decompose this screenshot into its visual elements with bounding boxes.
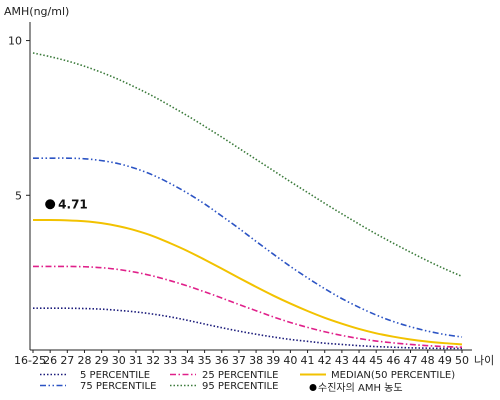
- x-tick-label: 44: [352, 354, 366, 367]
- series-line-median-50-percentile: [32, 219, 463, 346]
- x-tick-label: 31: [129, 354, 143, 367]
- legend-item: 5 PERCENTILE: [40, 370, 150, 381]
- x-tick-label: 36: [215, 354, 229, 367]
- x-tick-label: 28: [77, 354, 91, 367]
- x-tick-label: 46: [386, 354, 400, 367]
- x-tick-label: 47: [404, 354, 418, 367]
- x-tick-label: 43: [335, 354, 349, 367]
- x-tick-label: 29: [95, 354, 109, 367]
- y-tick-label: 10: [8, 35, 22, 48]
- legend-item: MEDIAN(50 PERCENTILE): [300, 370, 455, 381]
- legend-label: 95 PERCENTILE: [202, 381, 278, 392]
- legend: 5 PERCENTILE 25 PERCENTILE MEDIAN(50 PERCE…: [40, 370, 455, 394]
- legend-item: 75 PERCENTILE: [40, 381, 156, 392]
- legend-label: 75 PERCENTILE: [80, 381, 156, 392]
- x-tick-label: 42: [318, 354, 332, 367]
- patient-point-label: 4.71: [58, 197, 88, 211]
- series-lines: [32, 52, 463, 350]
- legend-label: 25 PERCENTILE: [202, 370, 278, 381]
- x-tick-label: 39: [266, 354, 280, 367]
- x-tick-label: 37: [232, 354, 246, 367]
- series-line-95-percentile: [32, 52, 463, 278]
- legend-label: 수진자의 AMH 농도: [318, 382, 403, 394]
- legend-item: 95 PERCENTILE: [170, 381, 278, 392]
- legend-item: 수진자의 AMH 농도: [309, 382, 403, 394]
- x-tick-label: 48: [421, 354, 435, 367]
- x-tick-label: 41: [301, 354, 315, 367]
- series-line-5-percentile: [32, 307, 463, 350]
- x-tick-label: 38: [249, 354, 263, 367]
- y-tick-label: 5: [15, 189, 22, 202]
- patient-point-group: 4.71: [45, 197, 88, 211]
- x-tick-label: 16-25: [14, 354, 46, 367]
- legend-item: 25 PERCENTILE: [170, 370, 278, 381]
- x-tick-label: 27: [60, 354, 74, 367]
- legend-label: MEDIAN(50 PERCENTILE): [331, 370, 455, 381]
- y-axis-title: AMH(ng/ml): [4, 5, 69, 18]
- legend-label: 5 PERCENTILE: [80, 370, 150, 381]
- x-axis-title: 나이: [474, 354, 494, 367]
- x-tick-label: 33: [163, 354, 177, 367]
- x-tick-label: 35: [198, 354, 212, 367]
- legend-swatch-dot: [309, 384, 317, 391]
- y-axis-ticks: 5 10: [8, 35, 30, 202]
- x-tick-label: 30: [112, 354, 126, 367]
- series-line-25-percentile: [32, 265, 463, 349]
- x-tick-label: 45: [369, 354, 383, 367]
- x-tick-label: 49: [438, 354, 452, 367]
- x-tick-label: 34: [180, 354, 194, 367]
- patient-point: [45, 199, 56, 210]
- series-line-75-percentile: [33, 157, 463, 338]
- x-tick-label: 50: [455, 354, 469, 367]
- x-tick-label: 32: [146, 354, 160, 367]
- x-tick-label: 40: [283, 354, 297, 367]
- x-tick-label: 26: [43, 354, 57, 367]
